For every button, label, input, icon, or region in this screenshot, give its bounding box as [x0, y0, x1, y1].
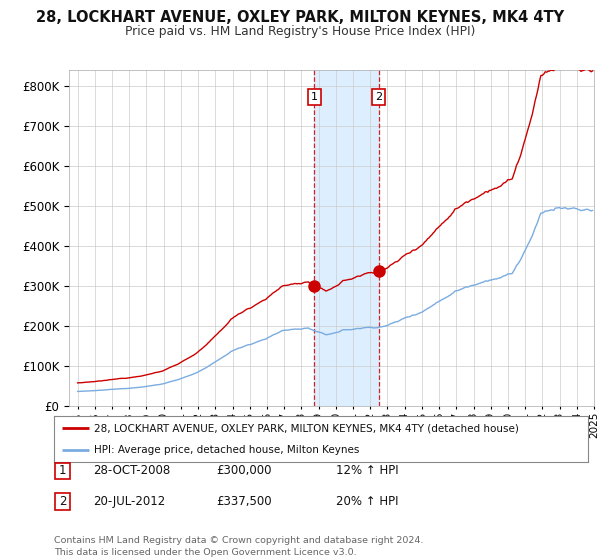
Text: Contains HM Land Registry data © Crown copyright and database right 2024.
This d: Contains HM Land Registry data © Crown c… [54, 536, 424, 557]
Text: 28, LOCKHART AVENUE, OXLEY PARK, MILTON KEYNES, MK4 4TY (detached house): 28, LOCKHART AVENUE, OXLEY PARK, MILTON … [94, 423, 519, 433]
Text: £337,500: £337,500 [216, 494, 272, 508]
Bar [314, 70, 379, 406]
Text: 2: 2 [375, 92, 382, 102]
Text: HPI: Average price, detached house, Milton Keynes: HPI: Average price, detached house, Milt… [94, 445, 359, 455]
Text: 28, LOCKHART AVENUE, OXLEY PARK, MILTON KEYNES, MK4 4TY: 28, LOCKHART AVENUE, OXLEY PARK, MILTON … [36, 10, 564, 25]
Text: 1: 1 [59, 464, 66, 478]
Text: 20% ↑ HPI: 20% ↑ HPI [336, 494, 398, 508]
Text: 28-OCT-2008: 28-OCT-2008 [93, 464, 170, 478]
Text: 12% ↑ HPI: 12% ↑ HPI [336, 464, 398, 478]
Text: £300,000: £300,000 [216, 464, 271, 478]
Text: Price paid vs. HM Land Registry's House Price Index (HPI): Price paid vs. HM Land Registry's House … [125, 25, 475, 38]
Text: 20-JUL-2012: 20-JUL-2012 [93, 494, 165, 508]
Text: 2: 2 [59, 494, 66, 508]
Text: 1: 1 [311, 92, 318, 102]
